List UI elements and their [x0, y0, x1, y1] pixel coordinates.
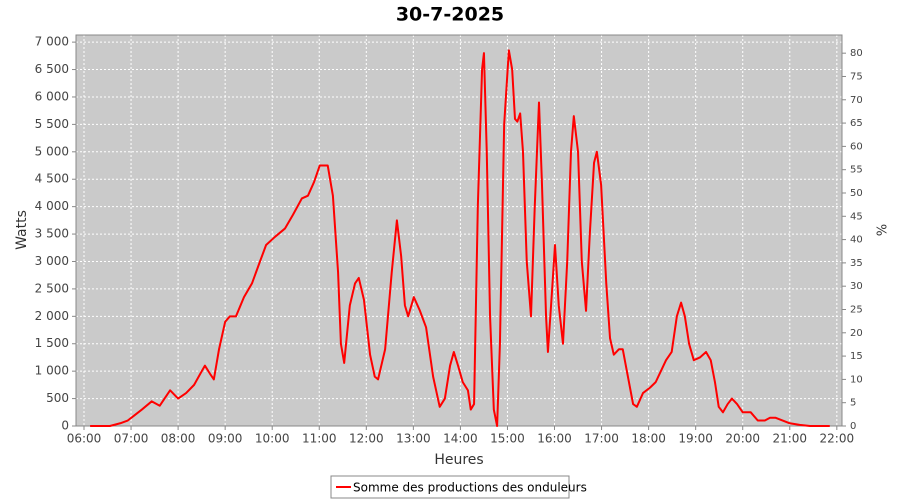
y2-tick-label: 35 [850, 258, 863, 269]
legend-box [330, 475, 570, 499]
y2-tick-label: 20 [850, 328, 863, 339]
y2-tick-label: 65 [850, 118, 863, 129]
y-tick-label: 1 000 [35, 364, 69, 378]
y2-tick-label: 25 [850, 304, 863, 315]
y-tick-label: 2 000 [35, 309, 69, 323]
y-tick-label: 500 [46, 391, 69, 405]
x-tick-label: 20:00 [725, 432, 760, 446]
y2-tick-label: 5 [850, 398, 856, 409]
y2-tick-label: 50 [850, 188, 863, 199]
x-tick-label: 12:00 [349, 432, 384, 446]
x-tick-label: 08:00 [161, 432, 196, 446]
x-tick-label: 07:00 [114, 432, 149, 446]
y-tick-label: 2 500 [35, 281, 69, 295]
y2-tick-label: 75 [850, 71, 863, 82]
x-tick-label: 18:00 [631, 432, 666, 446]
y2-tick-label: 55 [850, 165, 863, 176]
chart-title: 30-7-2025 [396, 4, 504, 26]
plot-border [75, 34, 843, 427]
y-axis-label: Watts [14, 210, 30, 250]
legend: Somme des productions des onduleurs [330, 475, 587, 499]
y-tick-label: 4 500 [35, 172, 69, 186]
x-tick-label: 11:00 [302, 432, 337, 446]
x-tick-label: 10:00 [255, 432, 290, 446]
y2-tick-label: 70 [850, 95, 863, 106]
y2-axis-label: % [873, 224, 888, 236]
y2-tick-label: 30 [850, 281, 863, 292]
plot [76, 35, 842, 427]
y2-tick-label: 80 [850, 48, 863, 59]
y2-tick-label: 0 [850, 421, 856, 432]
x-tick-label: 13:00 [396, 432, 431, 446]
y-tick-label: 3 500 [35, 227, 69, 241]
y-tick-label: 3 000 [35, 254, 69, 268]
y2-tick-label: 15 [850, 351, 863, 362]
y-tick-label: 4 000 [35, 199, 69, 213]
x-tick-label: 09:00 [208, 432, 243, 446]
x-tick-label: 19:00 [678, 432, 713, 446]
x-tick-label: 14:00 [443, 432, 478, 446]
legend-label: Somme des productions des onduleurs [353, 481, 587, 495]
x-tick-label: 17:00 [584, 432, 619, 446]
y2-tick-label: 40 [850, 235, 863, 246]
y-tick-label: 6 500 [35, 62, 69, 76]
y2-tick-label: 45 [850, 211, 863, 222]
y-tick-label: 6 000 [35, 89, 69, 103]
x-tick-label: 22:00 [820, 432, 855, 446]
data-line [90, 49, 830, 427]
y2-tick-label: 10 [850, 374, 863, 385]
y-tick-label: 5 500 [35, 117, 69, 131]
plot-area [76, 35, 842, 426]
x-tick-label: 16:00 [537, 432, 572, 446]
y-tick-label: 1 500 [35, 336, 69, 350]
x-tick-label: 06:00 [67, 432, 102, 446]
y-tick-label: 5 000 [35, 144, 69, 158]
y-tick-label: 0 [61, 419, 69, 433]
x-axis-label: Heures [434, 452, 483, 468]
x-tick-label: 21:00 [772, 432, 807, 446]
y-tick-label: 7 000 [35, 35, 69, 49]
x-tick-label: 15:00 [490, 432, 525, 446]
y2-tick-label: 60 [850, 141, 863, 152]
